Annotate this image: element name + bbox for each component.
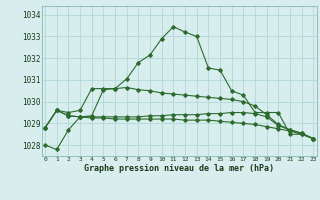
X-axis label: Graphe pression niveau de la mer (hPa): Graphe pression niveau de la mer (hPa) xyxy=(84,164,274,173)
